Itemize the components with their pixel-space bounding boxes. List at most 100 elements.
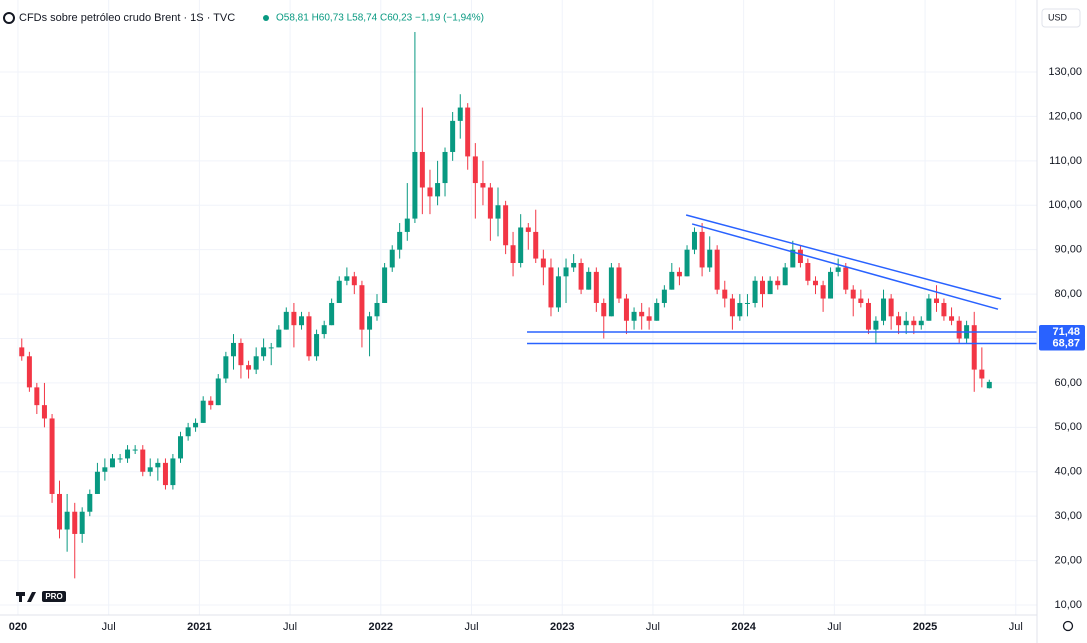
currency-label: USD <box>1048 12 1068 22</box>
candle-body <box>684 249 690 277</box>
candle-body <box>858 298 864 303</box>
x-tick-label: Jul <box>827 621 841 633</box>
symbol-icon[interactable] <box>3 12 15 24</box>
candle-body <box>230 342 236 357</box>
y-tick-label: 30,00 <box>1054 510 1082 522</box>
candle-body <box>480 183 486 188</box>
candle-body <box>117 458 123 460</box>
logo-badge-bg <box>42 591 66 602</box>
level-label: 68,87 <box>1052 337 1080 349</box>
candle-body <box>26 356 32 388</box>
candle-body <box>835 267 841 272</box>
candle-body <box>744 302 750 304</box>
candle-body <box>676 271 682 277</box>
candle-body <box>949 316 955 321</box>
candle-body <box>926 298 932 321</box>
level-label-bg <box>1039 336 1085 351</box>
chart-title: CFDs sobre petróleo crudo Brent · 1S · T… <box>19 12 235 24</box>
candle-body <box>933 298 939 303</box>
y-tick-label: 130,00 <box>1048 66 1082 78</box>
candle-body <box>767 280 773 295</box>
candle-body <box>299 316 305 326</box>
candle-body <box>19 347 25 357</box>
candle-body <box>49 418 55 494</box>
candle-body <box>616 267 622 299</box>
x-tick-label: 2022 <box>369 621 393 633</box>
candle-body <box>465 107 471 157</box>
candle-body <box>57 493 63 530</box>
candle-body <box>162 462 168 486</box>
candle-body <box>185 427 191 437</box>
candle-body <box>578 263 584 290</box>
candle-body <box>64 511 70 530</box>
logo-badge: PRO <box>45 592 62 601</box>
candle-body <box>737 302 743 317</box>
candle-body <box>155 462 161 468</box>
x-tick-label: Jul <box>464 621 478 633</box>
candle-body <box>639 311 645 317</box>
candle-body <box>729 298 735 317</box>
candle-body <box>918 320 924 326</box>
candle-body <box>540 258 546 268</box>
candle-body <box>518 227 524 264</box>
trend-line <box>691 223 999 310</box>
candle-body <box>941 302 947 317</box>
candle-body <box>389 249 395 268</box>
candle-body <box>125 449 131 459</box>
candle-body <box>253 356 259 370</box>
candle-body <box>979 369 985 379</box>
candle-body <box>911 320 917 326</box>
candle-body <box>714 249 720 290</box>
candle-body <box>457 107 463 121</box>
candle-body <box>102 467 108 472</box>
candle-body <box>608 267 614 317</box>
y-tick-label: 120,00 <box>1048 110 1082 122</box>
candle-body <box>571 263 577 268</box>
candle-body <box>775 280 781 286</box>
candle-body <box>782 267 788 286</box>
x-tick-label: 2025 <box>913 621 937 633</box>
candle-body <box>586 271 592 290</box>
candle-body <box>94 471 100 494</box>
y-tick-label: 90,00 <box>1054 244 1082 256</box>
y-tick-label: 20,00 <box>1054 554 1082 566</box>
candle-body <box>178 436 184 459</box>
candle-body <box>646 316 652 321</box>
x-tick-label: Jul <box>102 621 116 633</box>
candle-body <box>170 458 176 486</box>
candle-body <box>382 267 388 303</box>
candle-body <box>790 249 796 268</box>
candle-body <box>503 205 509 246</box>
currency-button[interactable] <box>1041 8 1081 28</box>
candle-body <box>268 347 274 349</box>
y-tick-label: 80,00 <box>1054 288 1082 300</box>
candle-body <box>200 400 206 423</box>
candle-body <box>525 227 531 232</box>
candle-body <box>193 422 199 428</box>
level-label-bg <box>1039 324 1085 339</box>
grid <box>0 0 1037 615</box>
logo-mark <box>16 592 36 602</box>
candle-body <box>367 316 373 330</box>
candle-body <box>896 316 902 326</box>
settings-icon[interactable] <box>1062 620 1074 632</box>
axes: 10,0020,0030,0040,0050,0060,0070,0080,00… <box>9 66 1085 633</box>
candle-body <box>850 289 856 299</box>
candle-body <box>427 187 433 197</box>
candle-body <box>707 249 713 268</box>
candle-body <box>132 449 138 451</box>
candle-body <box>109 458 115 468</box>
candle-body <box>903 320 909 326</box>
candle-body <box>548 267 554 308</box>
candle-body <box>986 381 992 389</box>
candle-body <box>41 405 47 419</box>
x-tick-label: Jul <box>283 621 297 633</box>
x-tick-label: 2023 <box>550 621 574 633</box>
candle-body <box>215 378 221 406</box>
candle-body <box>397 231 403 250</box>
candle-body <box>419 151 425 188</box>
trend-line <box>685 214 1002 300</box>
ohlc-readout: O58,81 H60,73 L58,74 C60,23 −1,19 (−1,94… <box>276 13 484 24</box>
x-tick-label: 2021 <box>187 621 211 633</box>
